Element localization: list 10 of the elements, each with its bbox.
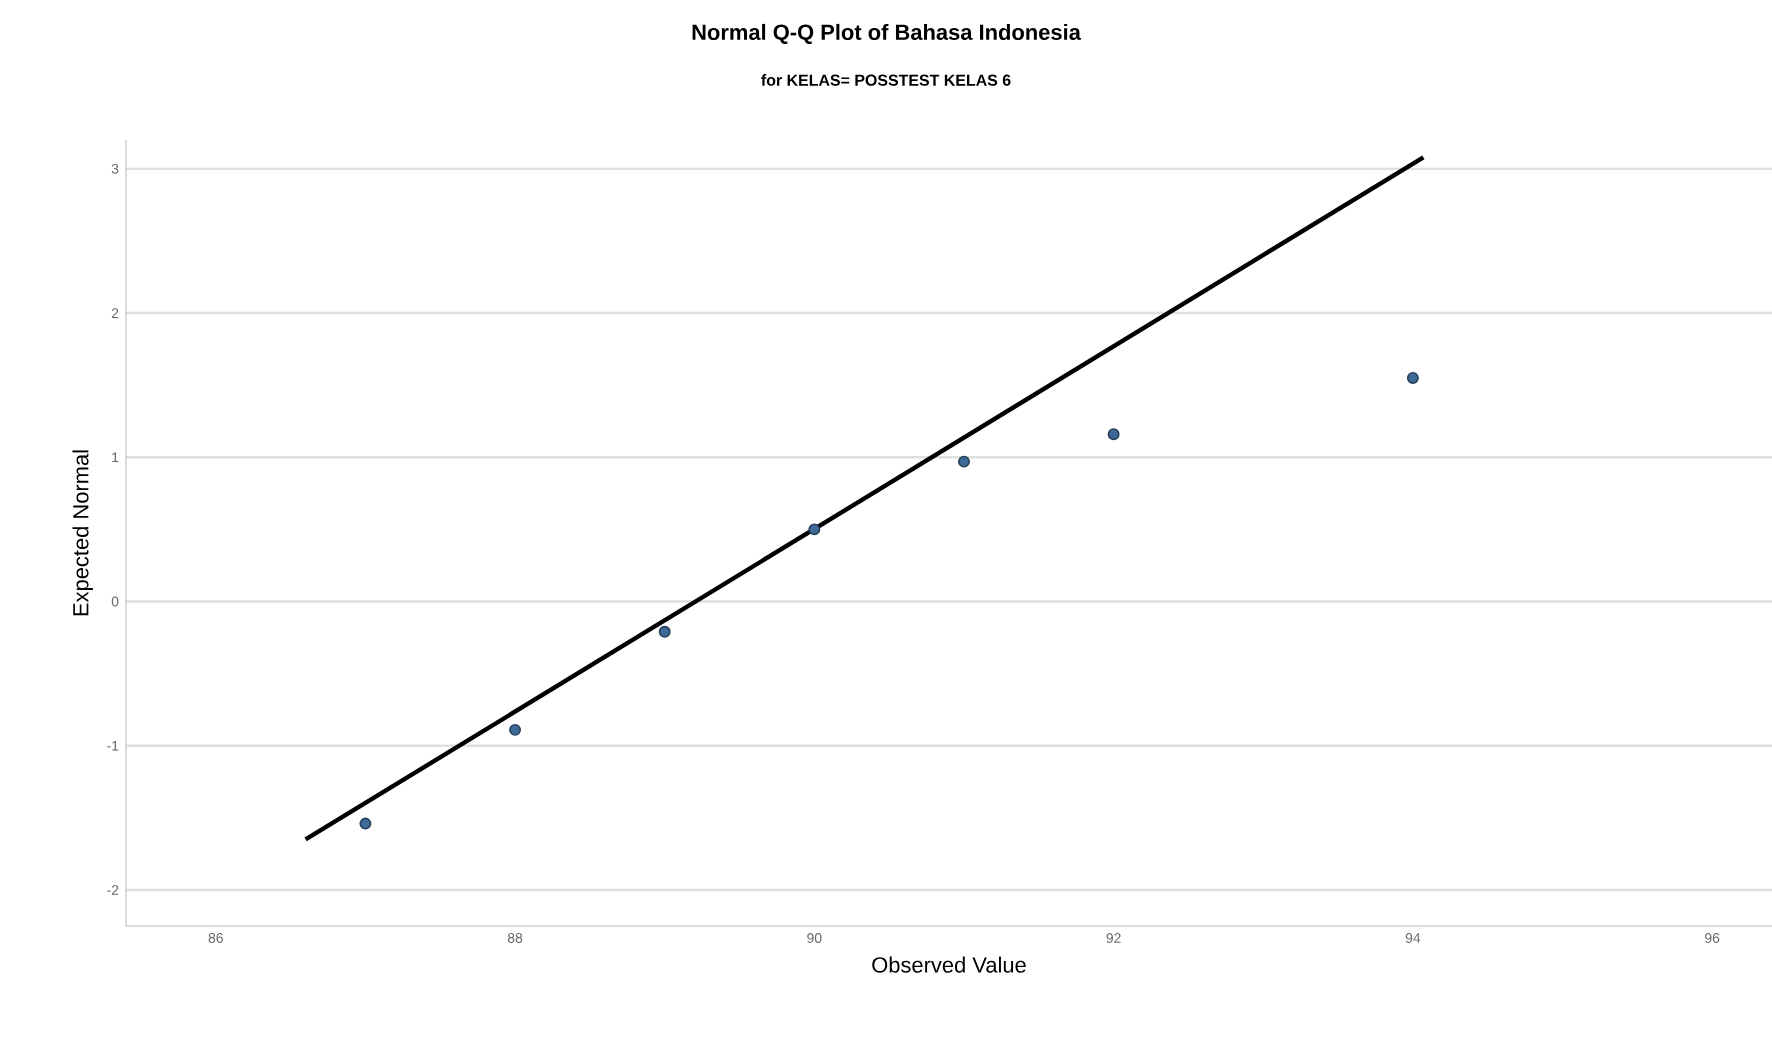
point bbox=[509, 723, 522, 736]
point bbox=[658, 625, 671, 638]
point bbox=[1406, 371, 1419, 384]
point bbox=[359, 817, 372, 830]
point bbox=[958, 455, 970, 468]
x-axis-title: Observed Value bbox=[872, 956, 1026, 973]
y-axis-title: Expected Normal bbox=[72, 450, 93, 616]
point bbox=[808, 523, 821, 536]
point bbox=[1107, 428, 1120, 441]
chart-title: Normal Q-Q Plot of Bahasa Indonesia bbox=[692, 23, 1081, 45]
